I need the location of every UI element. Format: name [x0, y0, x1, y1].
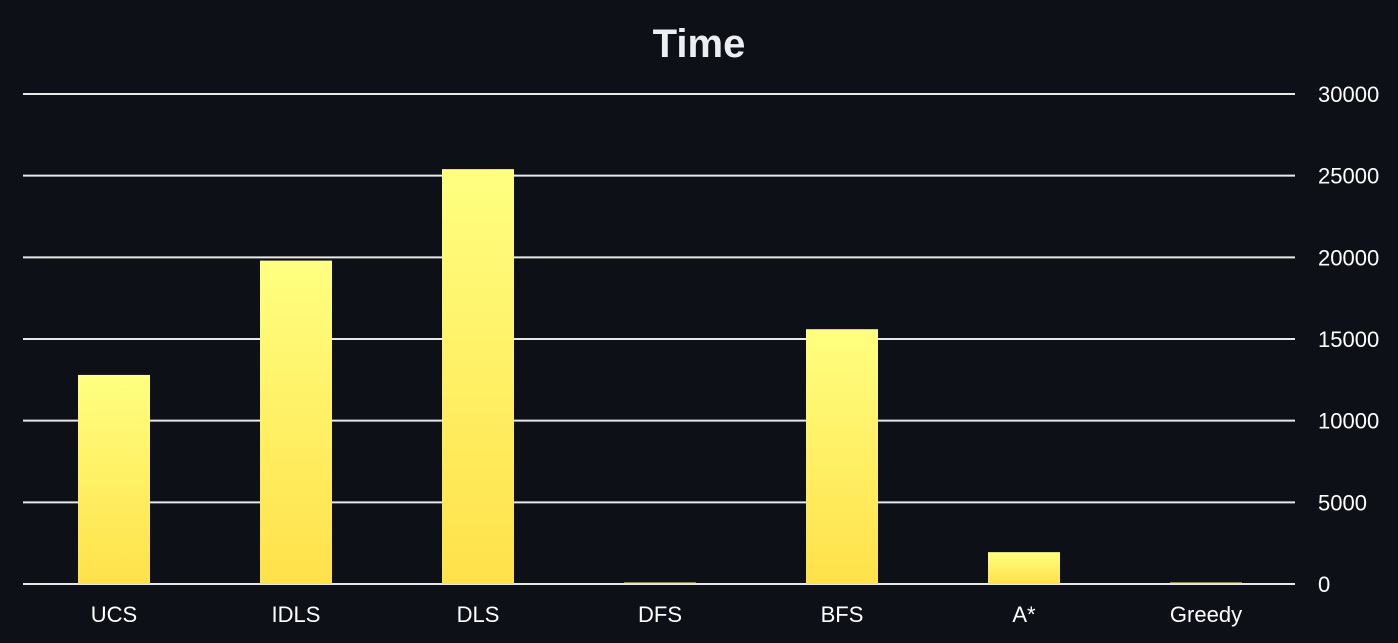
bar-a: [988, 552, 1060, 584]
y-axis-ticks: 0 5000 10000 15000 20000 25000 30000: [1318, 82, 1379, 597]
y-tick-label: 20000: [1318, 245, 1379, 270]
y-tick-label: 25000: [1318, 164, 1379, 189]
x-category-label: IDLS: [272, 602, 321, 627]
x-category-label: Greedy: [1170, 602, 1242, 627]
x-axis-categories: UCS IDLS DLS DFS BFS A* Greedy: [91, 602, 1242, 627]
bar-dls: [442, 169, 514, 584]
x-category-label: DFS: [638, 602, 682, 627]
gridlines: [23, 93, 1295, 585]
x-category-label: DLS: [457, 602, 500, 627]
bar-bfs: [806, 329, 878, 584]
y-tick-label: 30000: [1318, 82, 1379, 107]
bars: [78, 169, 1242, 584]
bar-dfs: [624, 582, 696, 584]
y-tick-label: 0: [1318, 572, 1330, 597]
y-tick-label: 15000: [1318, 327, 1379, 352]
x-category-label: BFS: [821, 602, 864, 627]
x-category-label: UCS: [91, 602, 137, 627]
chart-title: Time: [653, 22, 746, 66]
y-tick-label: 10000: [1318, 409, 1379, 434]
y-tick-label: 5000: [1318, 490, 1367, 515]
bar-idls: [260, 260, 332, 584]
bar-ucs: [78, 374, 150, 584]
x-category-label: A*: [1012, 602, 1036, 627]
bar-greedy: [1170, 582, 1242, 584]
